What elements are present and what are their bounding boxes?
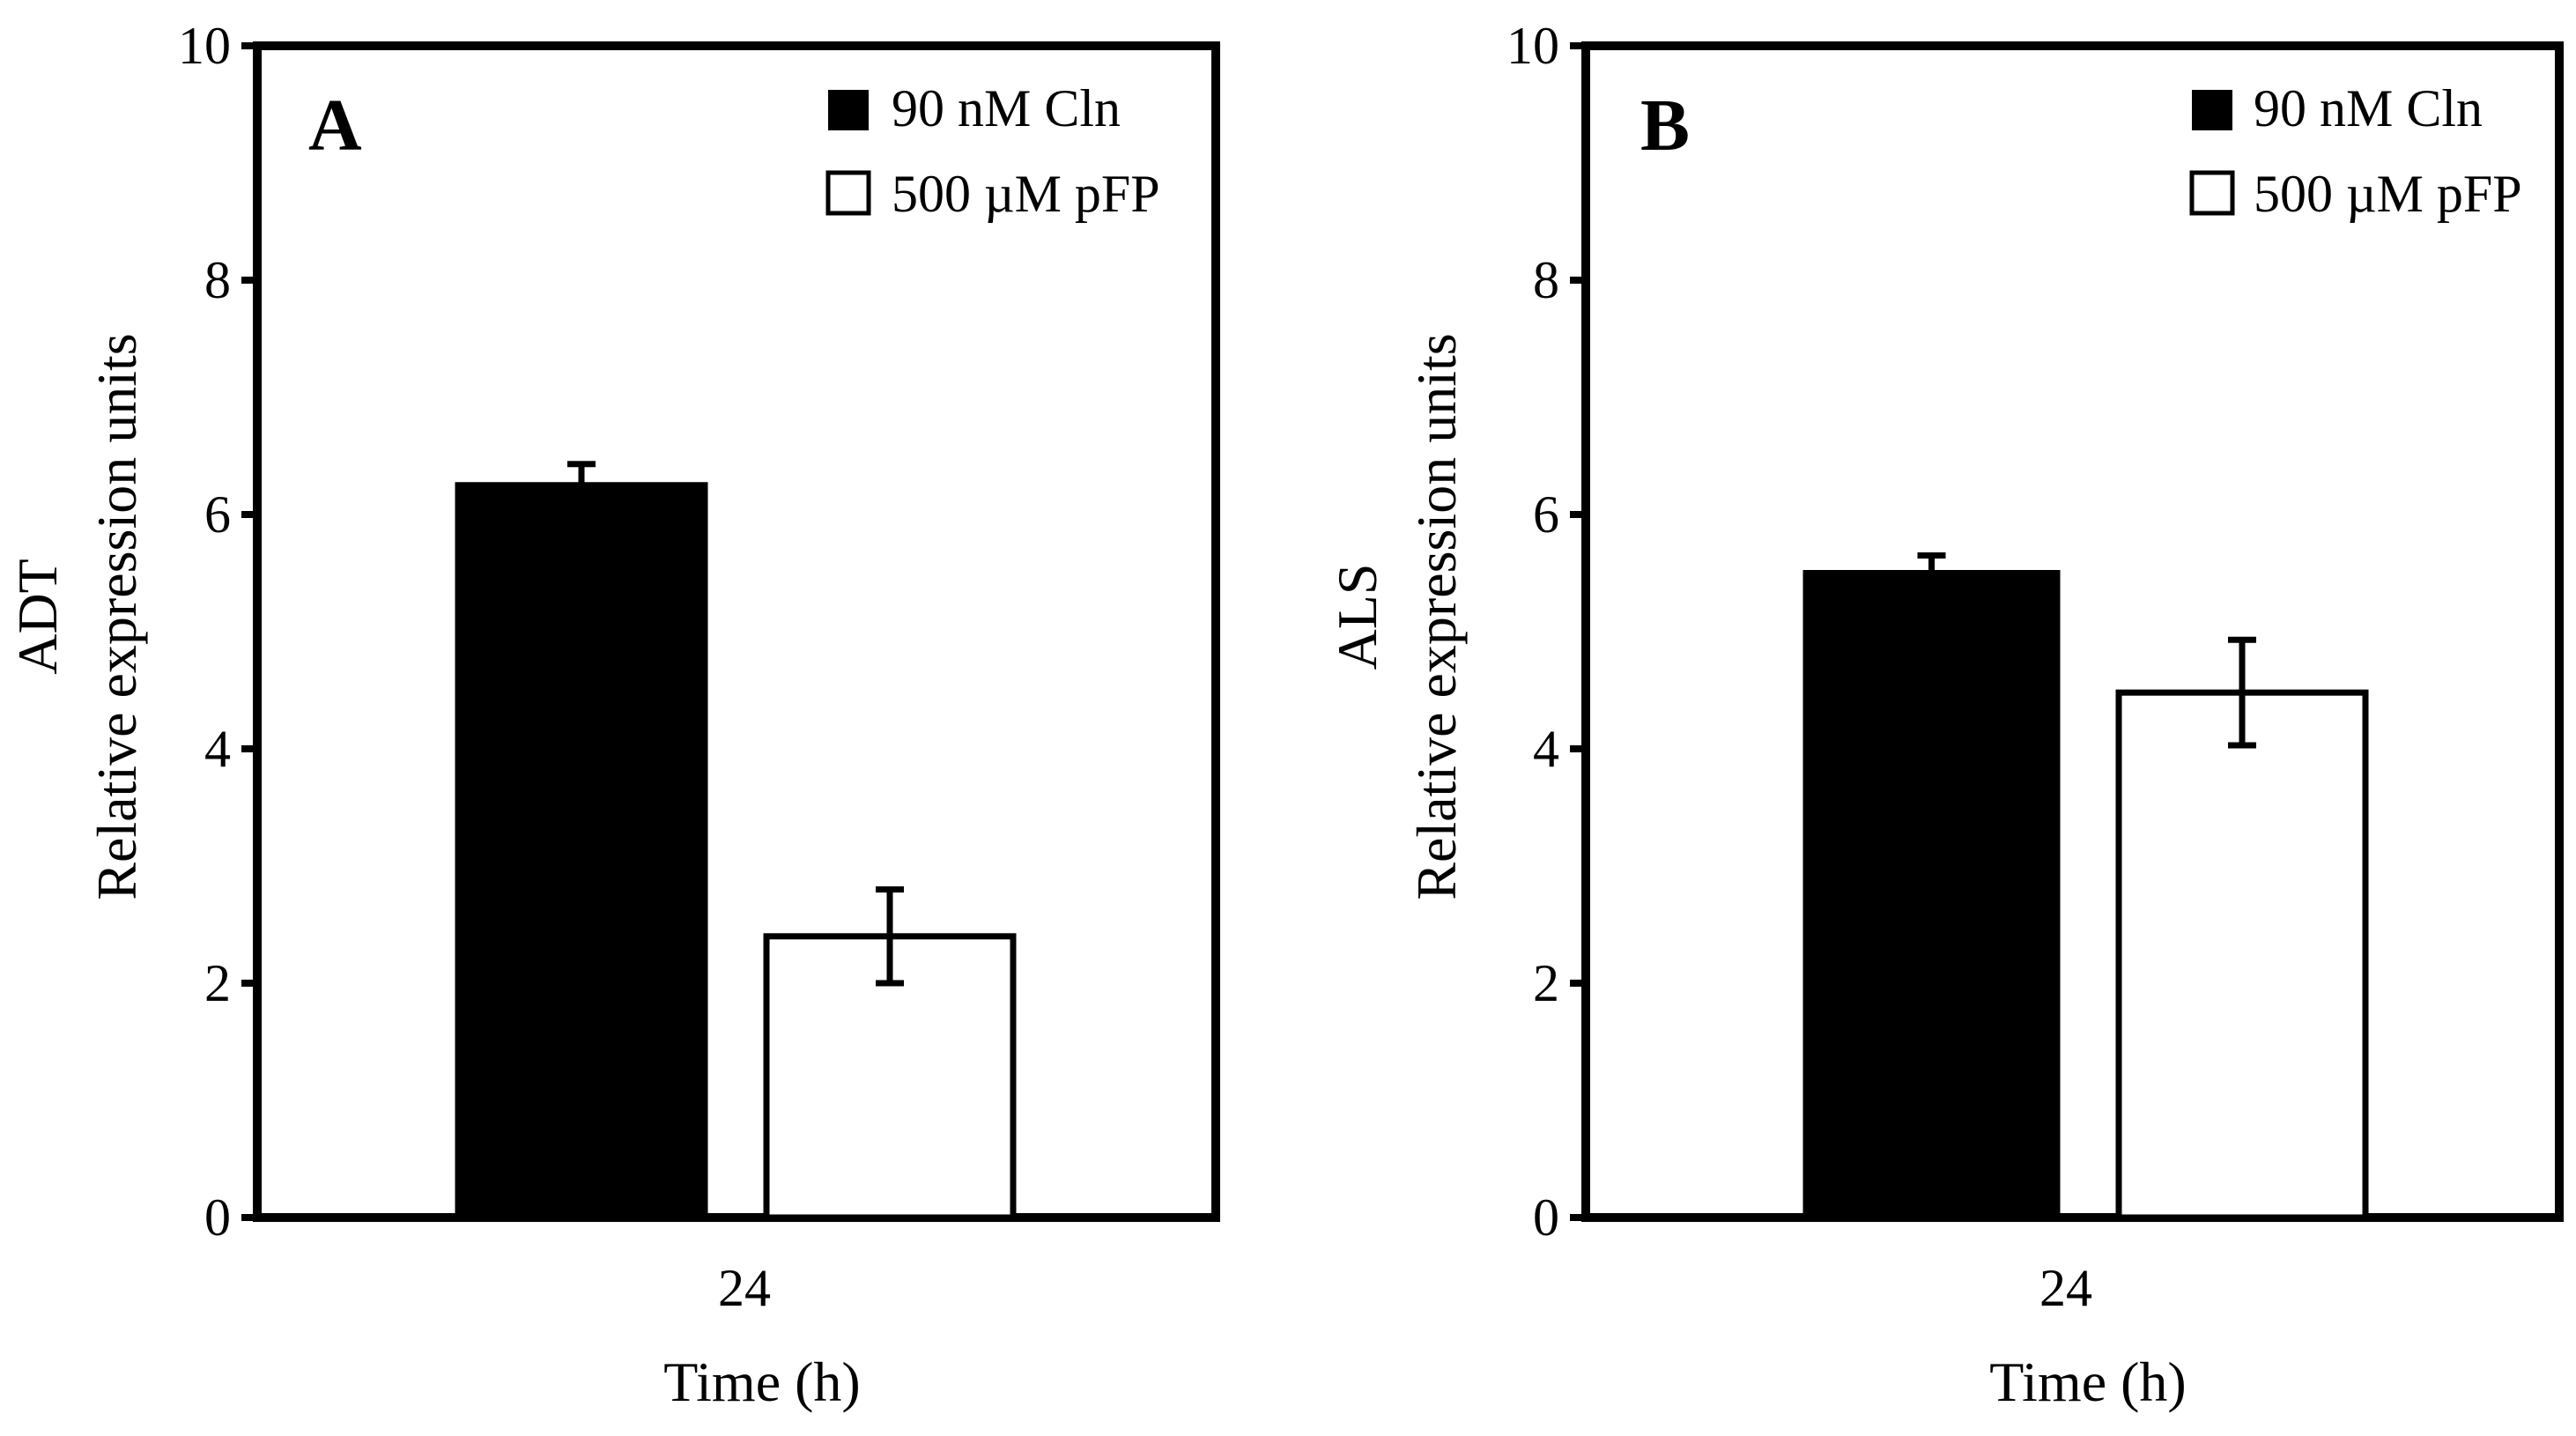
y-tick-label: 4: [204, 720, 231, 778]
legend-label-pfp: 500 µM pFP: [2254, 165, 2522, 223]
legend-swatch-cln: [828, 90, 869, 130]
y-tick-label: 0: [204, 1188, 231, 1247]
bar-pfp: [2115, 689, 2369, 1221]
y-tick-label: 6: [204, 485, 231, 544]
y-tick-label: 2: [1533, 954, 1559, 1012]
y-axis-ticks: 0 2 4 6 8 10: [178, 17, 257, 1247]
legend-swatch-cln: [2192, 90, 2232, 130]
x-tick-label: 24: [2039, 1259, 2092, 1317]
x-axis-label: Time (h): [1989, 1351, 2186, 1413]
y-tick-label: 10: [178, 17, 231, 75]
y-tick-label: 0: [1533, 1188, 1559, 1247]
y-axis-gene-label: ADT: [6, 559, 69, 675]
y-axis-ticks: 0 2 4 6 8 10: [1506, 17, 1586, 1247]
legend: 90 nM Cln 500 µM pFP: [2189, 79, 2522, 223]
y-tick-label: 6: [1533, 485, 1559, 544]
bar-group: [1802, 552, 2369, 1221]
legend: 90 nM Cln 500 µM pFP: [825, 79, 1160, 223]
bar-cln: [1802, 570, 2061, 1221]
plot-frame: [1581, 41, 2564, 1222]
plot-frame: [253, 41, 1220, 1222]
y-axis-gene-label: ALS: [1326, 564, 1388, 670]
x-axis-label: Time (h): [663, 1351, 860, 1413]
y-tick-label: 4: [1533, 720, 1559, 778]
x-tick-label: 24: [718, 1259, 771, 1317]
y-tick-label: 8: [204, 251, 231, 309]
bar-group: [455, 461, 1017, 1221]
legend-swatch-pfp: [825, 170, 871, 216]
y-tick-label: 8: [1533, 251, 1559, 309]
y-axis-label: Relative expression units: [1405, 333, 1468, 899]
y-axis-label: Relative expression units: [85, 333, 148, 899]
legend-swatch-pfp: [2189, 170, 2235, 216]
panel-letter: A: [308, 85, 362, 167]
panel-letter: B: [1640, 85, 1690, 167]
bar-cln: [455, 482, 708, 1221]
legend-label-cln: 90 nM Cln: [892, 79, 1121, 137]
y-tick-label: 2: [204, 954, 231, 1012]
legend-label-pfp: 500 µM pFP: [892, 165, 1160, 223]
legend-label-cln: 90 nM Cln: [2254, 79, 2483, 137]
y-tick-label: 10: [1506, 17, 1559, 75]
